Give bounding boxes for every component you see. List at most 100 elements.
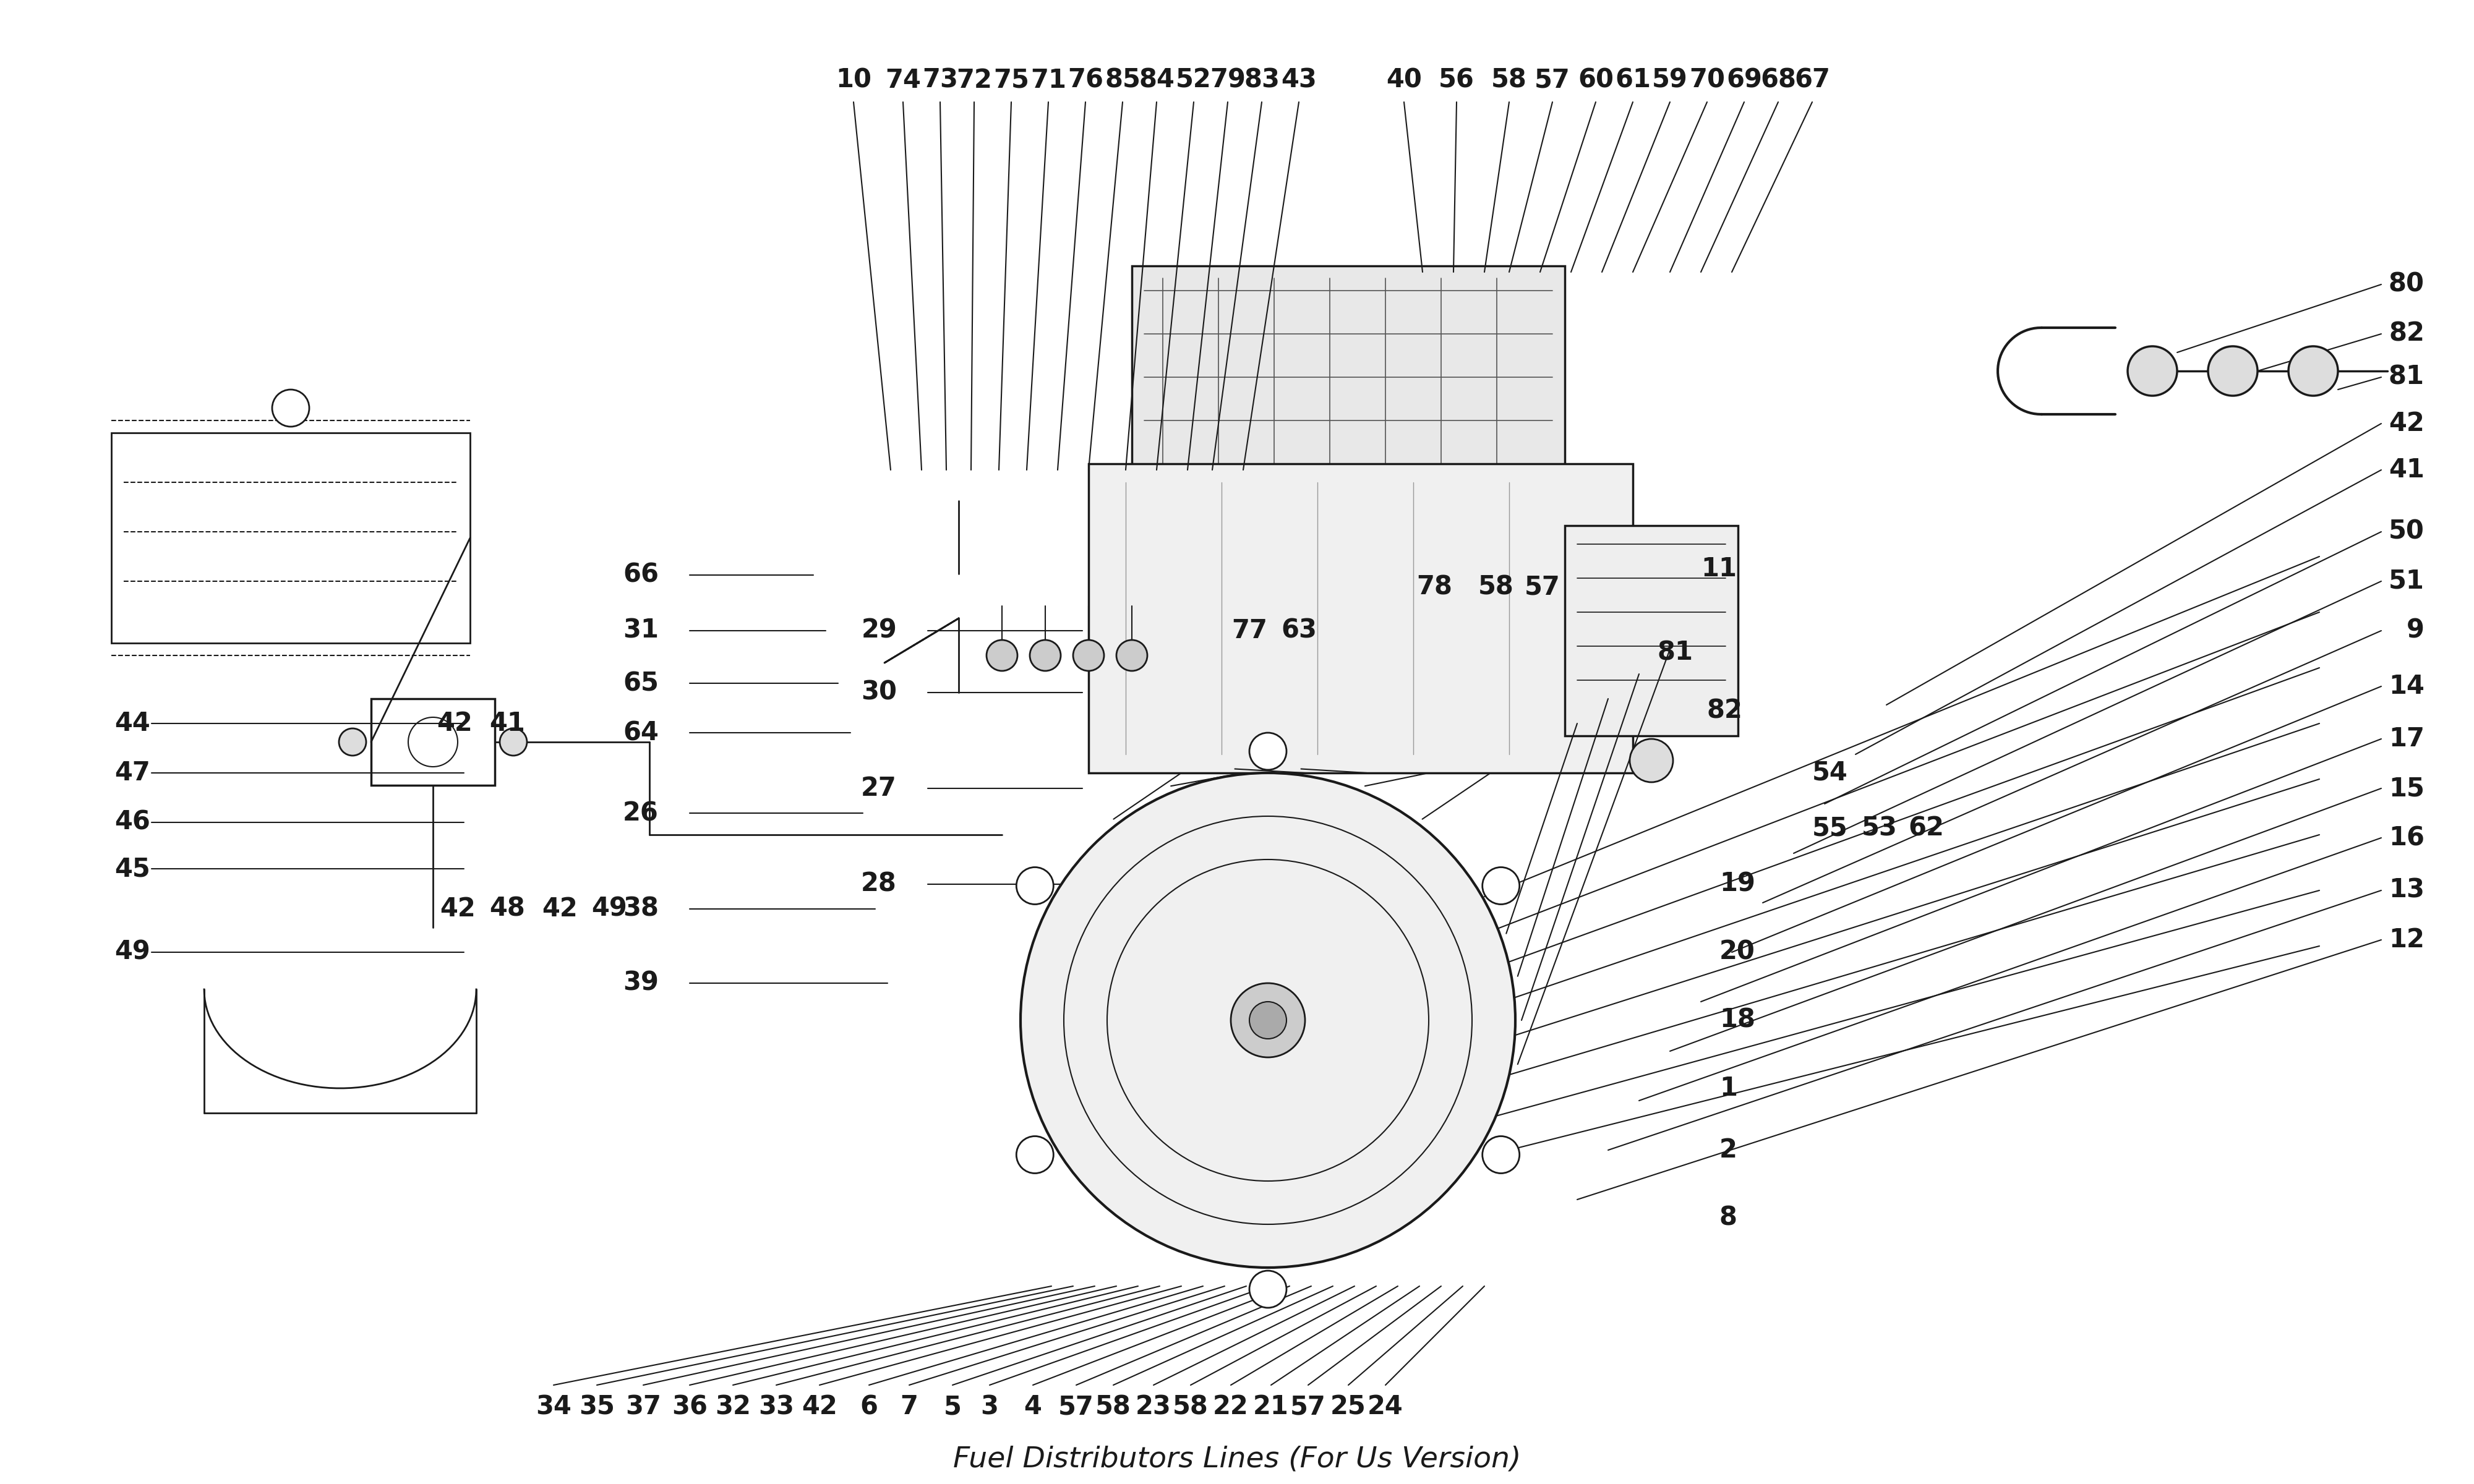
Text: 16: 16 xyxy=(2390,825,2425,850)
Text: 28: 28 xyxy=(861,871,896,898)
Text: 25: 25 xyxy=(1331,1393,1366,1420)
Text: 23: 23 xyxy=(1136,1393,1170,1420)
Text: 47: 47 xyxy=(114,760,151,787)
Text: 27: 27 xyxy=(861,775,896,801)
Text: 4: 4 xyxy=(1024,1393,1042,1420)
Text: 57: 57 xyxy=(1059,1393,1094,1420)
Circle shape xyxy=(500,729,527,755)
Text: 19: 19 xyxy=(1719,871,1754,898)
Text: 44: 44 xyxy=(114,711,151,736)
Text: 58: 58 xyxy=(1096,1393,1131,1420)
Text: 75: 75 xyxy=(995,67,1029,93)
Text: 68: 68 xyxy=(1761,67,1796,93)
Text: 79: 79 xyxy=(1210,67,1244,93)
Text: 20: 20 xyxy=(1719,939,1754,965)
Text: 5: 5 xyxy=(943,1393,962,1420)
Text: 58: 58 xyxy=(1173,1393,1207,1420)
Text: 43: 43 xyxy=(1282,67,1316,93)
Text: 12: 12 xyxy=(2390,927,2425,953)
Text: 42: 42 xyxy=(2390,411,2425,436)
Text: 18: 18 xyxy=(1719,1008,1757,1033)
Text: 7: 7 xyxy=(901,1393,918,1420)
Text: 72: 72 xyxy=(957,67,992,93)
Circle shape xyxy=(339,729,366,755)
Text: 42: 42 xyxy=(542,896,576,922)
Text: 65: 65 xyxy=(623,671,658,696)
Text: 8: 8 xyxy=(1719,1205,1737,1232)
Text: 22: 22 xyxy=(1212,1393,1249,1420)
Text: 26: 26 xyxy=(623,800,658,827)
Text: 10: 10 xyxy=(836,67,871,93)
Text: 41: 41 xyxy=(2390,457,2425,482)
Text: 41: 41 xyxy=(490,711,524,736)
Text: 42: 42 xyxy=(438,711,473,736)
Text: 42: 42 xyxy=(440,896,475,922)
Circle shape xyxy=(1249,1002,1286,1039)
Text: 59: 59 xyxy=(1653,67,1687,93)
Text: 49: 49 xyxy=(591,896,626,922)
Circle shape xyxy=(1249,733,1286,770)
Circle shape xyxy=(2288,346,2338,396)
Text: 42: 42 xyxy=(802,1393,836,1420)
Text: 57: 57 xyxy=(1534,67,1571,93)
Text: 13: 13 xyxy=(2390,877,2425,904)
Text: 69: 69 xyxy=(1727,67,1761,93)
Text: 82: 82 xyxy=(1707,697,1742,724)
Circle shape xyxy=(2128,346,2177,396)
Text: 74: 74 xyxy=(886,67,920,93)
Bar xyxy=(1089,463,1633,773)
Circle shape xyxy=(272,389,309,427)
Text: 60: 60 xyxy=(1578,67,1613,93)
Text: 36: 36 xyxy=(673,1393,708,1420)
Circle shape xyxy=(1029,640,1061,671)
Circle shape xyxy=(987,640,1017,671)
Circle shape xyxy=(2209,346,2256,396)
Text: 58: 58 xyxy=(1492,67,1526,93)
Text: 1: 1 xyxy=(1719,1076,1737,1101)
Circle shape xyxy=(1482,1137,1519,1174)
Text: 39: 39 xyxy=(623,971,658,996)
Text: 81: 81 xyxy=(1658,640,1692,665)
Text: 29: 29 xyxy=(861,617,896,644)
Circle shape xyxy=(1482,867,1519,904)
Text: 6: 6 xyxy=(861,1393,878,1420)
Text: 9: 9 xyxy=(2407,617,2425,644)
Text: 17: 17 xyxy=(2390,726,2425,752)
Text: 83: 83 xyxy=(1244,67,1279,93)
Bar xyxy=(111,433,470,643)
Text: 56: 56 xyxy=(1440,67,1475,93)
Text: 82: 82 xyxy=(2390,321,2425,347)
Text: 64: 64 xyxy=(623,720,658,745)
Text: 37: 37 xyxy=(626,1393,661,1420)
Bar xyxy=(1566,525,1737,736)
Text: 51: 51 xyxy=(2390,568,2425,594)
Text: 40: 40 xyxy=(1385,67,1423,93)
Text: 80: 80 xyxy=(2390,272,2425,297)
Text: 55: 55 xyxy=(1811,816,1848,841)
Text: 67: 67 xyxy=(1794,67,1831,93)
Text: 57: 57 xyxy=(1524,574,1561,601)
Text: 24: 24 xyxy=(1368,1393,1403,1420)
Text: 73: 73 xyxy=(923,67,957,93)
Text: 31: 31 xyxy=(623,617,658,644)
Text: 57: 57 xyxy=(1291,1393,1326,1420)
Text: 66: 66 xyxy=(623,562,658,588)
Text: 3: 3 xyxy=(980,1393,999,1420)
Text: 70: 70 xyxy=(1690,67,1724,93)
Bar xyxy=(1133,266,1566,476)
Text: 63: 63 xyxy=(1282,617,1316,644)
Circle shape xyxy=(1249,1270,1286,1307)
Text: 58: 58 xyxy=(1479,574,1514,601)
Text: Fuel Distributors Lines (For Us Version): Fuel Distributors Lines (For Us Version) xyxy=(952,1445,1522,1474)
Text: 50: 50 xyxy=(2390,519,2425,545)
Circle shape xyxy=(1630,739,1672,782)
Text: 77: 77 xyxy=(1232,617,1267,644)
Circle shape xyxy=(1017,1137,1054,1174)
Text: 30: 30 xyxy=(861,680,896,705)
Text: 35: 35 xyxy=(579,1393,614,1420)
Circle shape xyxy=(1232,982,1306,1057)
Text: 85: 85 xyxy=(1106,67,1141,93)
Bar xyxy=(371,699,495,785)
Text: 76: 76 xyxy=(1069,67,1103,93)
Text: 52: 52 xyxy=(1175,67,1212,93)
